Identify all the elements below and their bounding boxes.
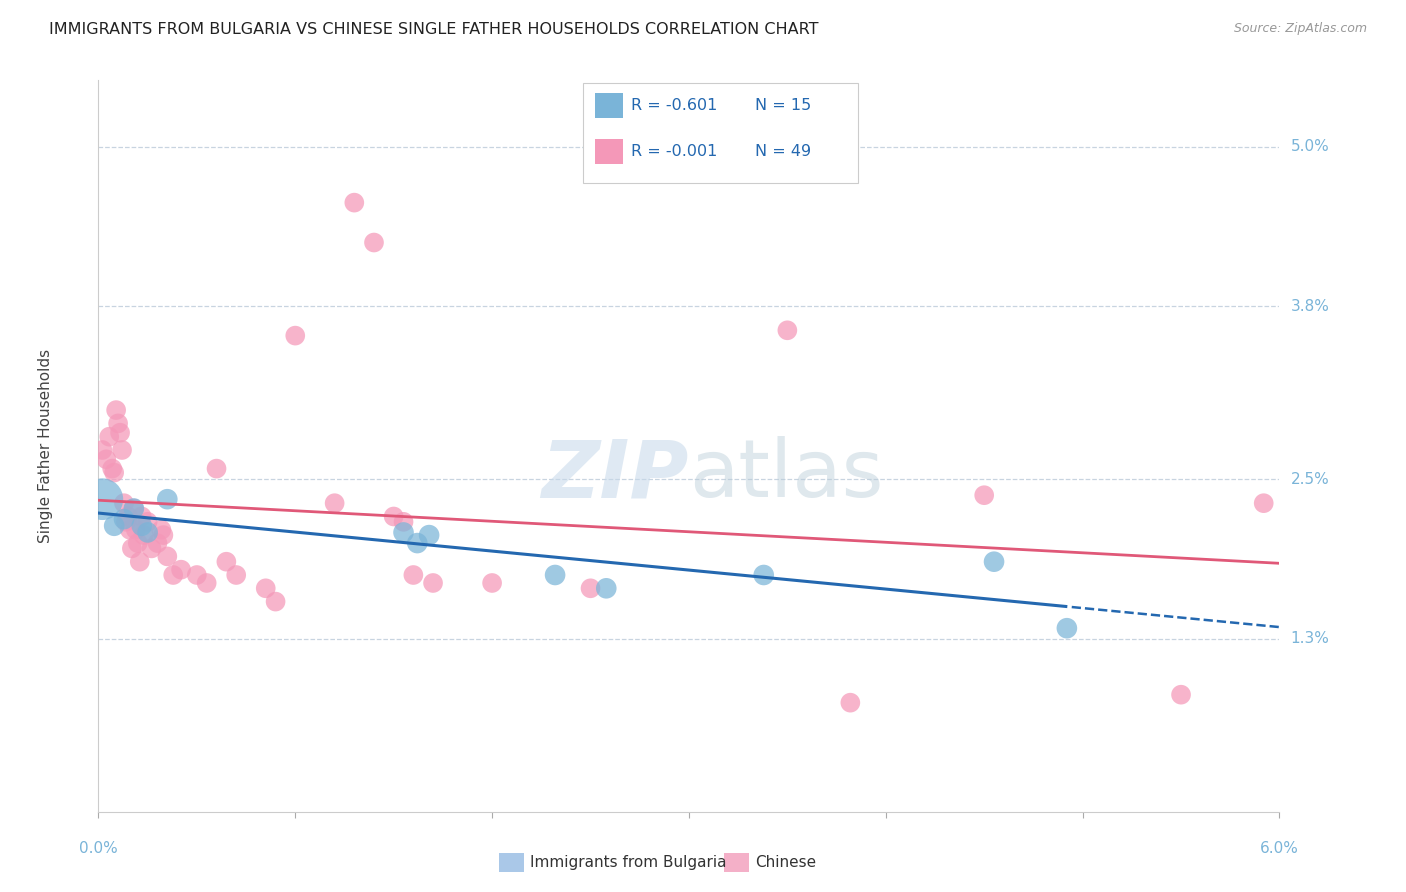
Point xyxy=(136,515,159,529)
Text: 2.5%: 2.5% xyxy=(1291,472,1329,487)
Point xyxy=(162,568,184,582)
Point xyxy=(418,528,440,542)
Point xyxy=(1253,496,1275,510)
Point xyxy=(382,509,405,524)
Point xyxy=(392,515,415,529)
Point xyxy=(579,582,602,596)
Point xyxy=(141,541,163,556)
Text: ZIP: ZIP xyxy=(541,436,689,515)
Point xyxy=(1056,621,1078,635)
Text: Chinese: Chinese xyxy=(755,855,815,870)
Point xyxy=(186,568,208,582)
Point xyxy=(402,568,425,582)
Point xyxy=(284,328,307,343)
Point xyxy=(973,488,995,502)
Point xyxy=(170,563,193,577)
Point xyxy=(103,518,125,533)
Point xyxy=(422,576,444,591)
Point xyxy=(91,492,114,507)
Text: IMMIGRANTS FROM BULGARIA VS CHINESE SINGLE FATHER HOUSEHOLDS CORRELATION CHART: IMMIGRANTS FROM BULGARIA VS CHINESE SING… xyxy=(49,22,818,37)
Point xyxy=(111,442,134,457)
Point xyxy=(406,536,429,550)
Point xyxy=(125,523,148,537)
Point xyxy=(150,523,173,537)
Text: N = 49: N = 49 xyxy=(755,145,811,159)
Text: 0.0%: 0.0% xyxy=(79,841,118,856)
Point xyxy=(115,515,138,529)
Text: 1.3%: 1.3% xyxy=(1291,632,1330,647)
Point xyxy=(91,442,114,457)
Point xyxy=(122,501,145,516)
Point xyxy=(131,509,153,524)
Point xyxy=(983,555,1005,569)
Point xyxy=(323,496,346,510)
Text: 5.0%: 5.0% xyxy=(1291,139,1329,154)
Text: 3.8%: 3.8% xyxy=(1291,299,1330,314)
Point xyxy=(101,461,124,475)
Text: Immigrants from Bulgaria: Immigrants from Bulgaria xyxy=(530,855,727,870)
Point xyxy=(112,496,135,510)
Text: atlas: atlas xyxy=(689,436,883,515)
Text: R = -0.001: R = -0.001 xyxy=(631,145,717,159)
Point xyxy=(132,528,155,542)
Text: Source: ZipAtlas.com: Source: ZipAtlas.com xyxy=(1233,22,1367,36)
Point xyxy=(105,403,128,417)
Point xyxy=(264,594,287,608)
Point xyxy=(128,555,150,569)
Point xyxy=(254,582,277,596)
Point xyxy=(776,323,799,337)
Point xyxy=(107,417,129,431)
Point xyxy=(131,518,153,533)
Point xyxy=(121,541,143,556)
Point xyxy=(117,509,139,524)
Point xyxy=(225,568,247,582)
Point xyxy=(146,536,169,550)
Point xyxy=(205,461,228,475)
Point xyxy=(103,466,125,480)
Point xyxy=(122,501,145,516)
Point xyxy=(118,523,141,537)
Point xyxy=(195,576,218,591)
Point xyxy=(152,528,174,542)
Point xyxy=(481,576,503,591)
Point xyxy=(595,582,617,596)
Point xyxy=(136,525,159,540)
Point xyxy=(363,235,385,250)
Point xyxy=(98,430,121,444)
Point xyxy=(544,568,567,582)
Text: N = 15: N = 15 xyxy=(755,98,811,112)
Point xyxy=(752,568,775,582)
Text: Single Father Households: Single Father Households xyxy=(38,349,53,543)
Point xyxy=(215,555,238,569)
Point xyxy=(392,525,415,540)
Point xyxy=(96,452,118,467)
Point xyxy=(156,549,179,564)
Point xyxy=(156,492,179,507)
Point xyxy=(839,696,862,710)
Text: 6.0%: 6.0% xyxy=(1260,841,1299,856)
Point xyxy=(343,195,366,210)
Point xyxy=(112,512,135,526)
Point xyxy=(127,536,149,550)
Text: R = -0.601: R = -0.601 xyxy=(631,98,717,112)
Point xyxy=(1170,688,1192,702)
Point xyxy=(108,425,131,440)
